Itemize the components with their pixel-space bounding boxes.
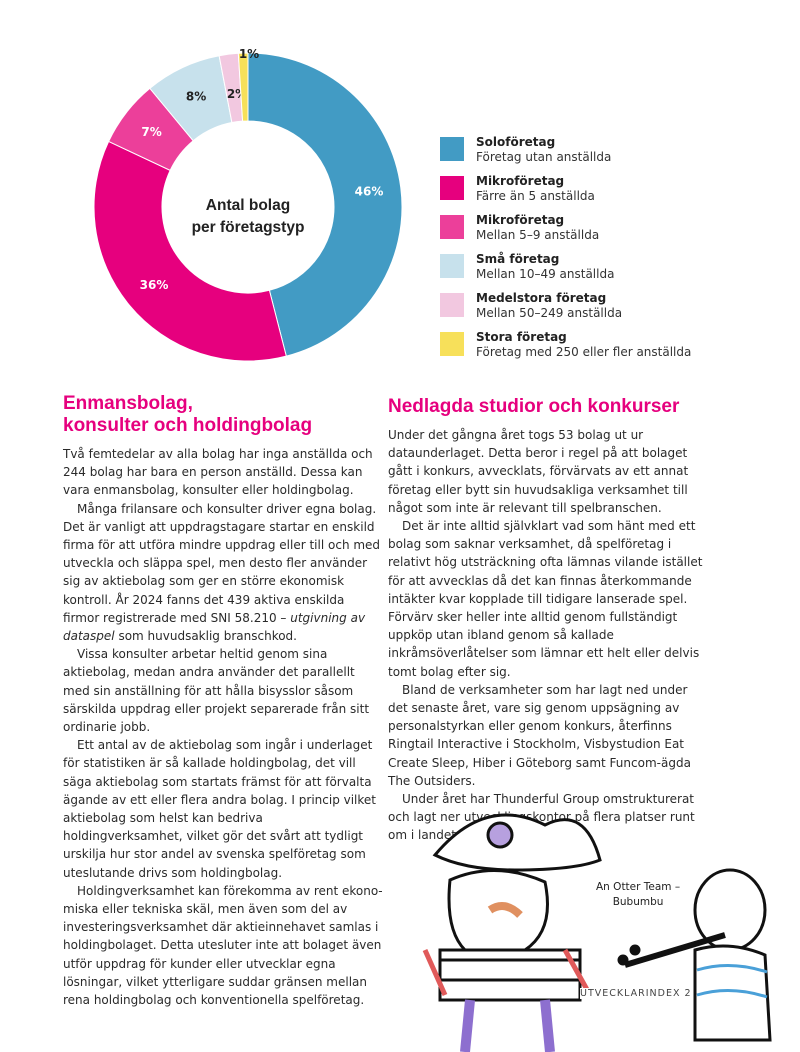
legend-swatch [440, 254, 464, 278]
left-heading-line2: konsulter och holdingbolag [63, 415, 313, 436]
legend-sub: Färre än 5 anställda [476, 189, 595, 203]
chart-title-line1: Antal bolag [205, 197, 291, 214]
chart-title: Antal bolag per företagstyp [168, 195, 328, 239]
legend-swatch [440, 215, 464, 239]
caption-line2: Bubumbu [612, 896, 664, 908]
legend-sub: Mellan 10–49 anställda [476, 267, 615, 281]
left-heading: Enmansbolag, konsulter och holdingbolag [63, 393, 383, 437]
legend-swatch [440, 137, 464, 161]
legend-title: Stora företag [476, 330, 567, 344]
legend-title: Soloföretag [476, 135, 556, 149]
legend-item: Små företag Mellan 10–49 anställda [440, 252, 691, 282]
data-label: 46% [355, 185, 384, 199]
legend-swatch [440, 332, 464, 356]
right-column: Nedlagda studior och konkurser Under det… [388, 396, 708, 845]
legend-sub: Mellan 50–249 anställda [476, 306, 623, 320]
page-footer: UTVECKLARINDEX 2 [580, 988, 692, 999]
paragraph: Holdingverksamhet kan förekomma av rent … [63, 883, 383, 1008]
donut-chart: 46%36%7%8% 2%1% [93, 47, 403, 362]
legend-title: Mikroföretag [476, 174, 565, 188]
character-illustration [422, 813, 772, 1052]
paragraph: Bland de verksamheter som har lagt ned u… [388, 682, 691, 788]
data-label: 1% [239, 47, 259, 61]
illustration-caption: An Otter Team – Bubumbu [596, 880, 680, 910]
caption-line1: An Otter Team – [596, 881, 681, 893]
paragraph: Vissa konsulter arbetar heltid genom sin… [63, 647, 370, 735]
data-label: 7% [141, 125, 161, 139]
legend-item: Medelstora företag Mellan 50–249 anställd… [440, 291, 691, 321]
legend-title: Små företag [476, 252, 560, 266]
legend-sub: Företag med 250 eller fler anställda [476, 345, 692, 359]
legend-title: Mikroföretag [476, 213, 565, 227]
paragraph: Ett antal av de aktiebolag som ingår i u… [63, 738, 377, 880]
legend-item: Soloföretag Företag utan anställda [440, 135, 691, 165]
paragraph: Under det gångna året togs 53 bolag ut u… [388, 428, 689, 515]
paragraph: Två femtedelar av alla bolag har inga an… [63, 447, 373, 498]
legend-sub: Företag utan anställda [476, 150, 612, 164]
left-heading-line1: Enmansbolag, [63, 393, 193, 414]
legend-sub: Mellan 5–9 anställda [476, 228, 600, 242]
legend-swatch [440, 176, 464, 200]
legend-title: Medelstora företag [476, 291, 607, 305]
right-heading: Nedlagda studior och konkurser [388, 396, 680, 417]
legend-item: Mikroföretag Färre än 5 anställda [440, 174, 691, 204]
data-label: 8% [186, 90, 206, 104]
chart-legend: Soloföretag Företag utan anställda Mikrof… [440, 135, 691, 369]
paragraph-emphasis: utgivning av dataspel [63, 610, 366, 644]
legend-swatch [440, 293, 464, 317]
donut-slice [237, 52, 249, 122]
paragraph: Många frilansare och konsulter driver eg… [63, 500, 383, 646]
left-column: Enmansbolag, konsulter och holdingbolag T… [63, 393, 383, 1009]
legend-item: Stora företag Företag med 250 eller fler … [440, 330, 691, 360]
donut-slice [247, 52, 403, 357]
paragraph: Under året har Thunderful Group omstrukt… [388, 792, 695, 843]
data-label: 36% [140, 278, 169, 292]
paragraph: Det är inte alltid självklart vad som hä… [388, 519, 703, 679]
paragraph-text: som huvudsaklig branschkod. [114, 629, 297, 644]
chart-title-line2: per företagstyp [191, 219, 305, 236]
legend-item: Mikroföretag Mellan 5–9 anställda [440, 213, 691, 243]
paragraph-text: Många frilansare och konsulter driver eg… [63, 501, 381, 625]
donut-slice [93, 140, 287, 362]
